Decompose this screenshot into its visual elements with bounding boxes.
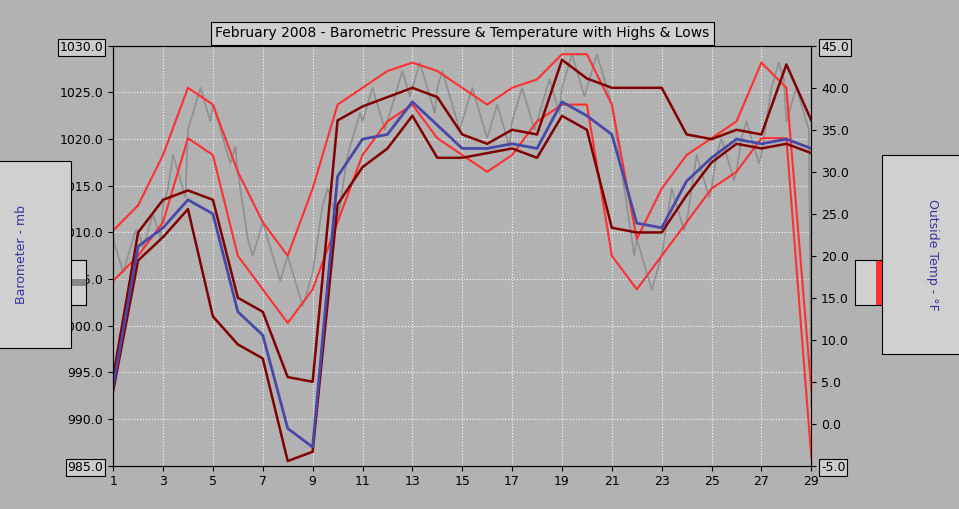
Title: February 2008 - Barometric Pressure & Temperature with Highs & Lows: February 2008 - Barometric Pressure & Te… — [215, 26, 710, 41]
Text: Outside Temp - °F: Outside Temp - °F — [925, 199, 939, 310]
Text: Barometer - mb: Barometer - mb — [14, 205, 28, 304]
